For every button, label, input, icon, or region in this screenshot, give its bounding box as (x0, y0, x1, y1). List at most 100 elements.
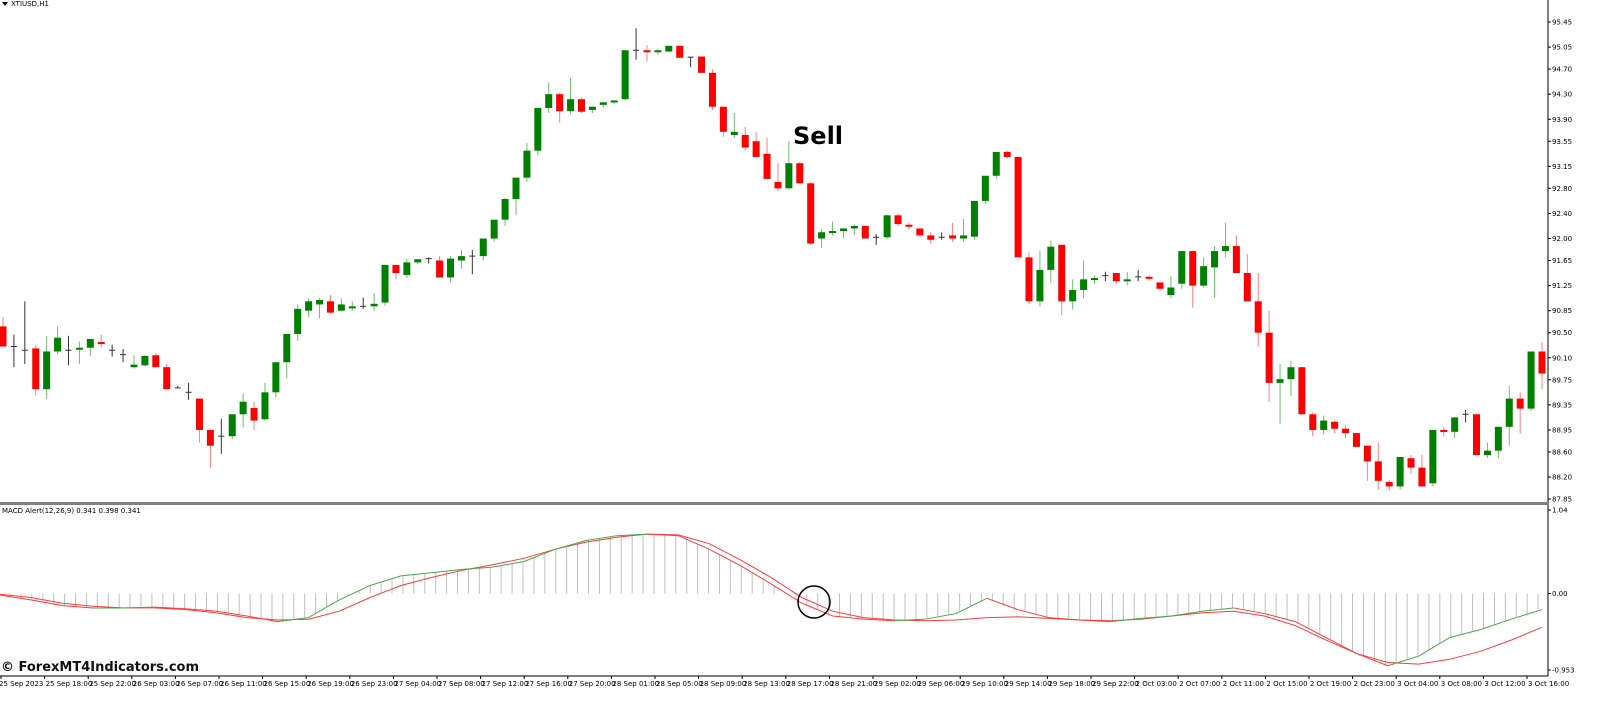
candle (512, 177, 520, 216)
price-chart-area[interactable] (0, 0, 1549, 676)
candle (1320, 415, 1328, 435)
candle (163, 364, 171, 390)
candle (283, 333, 291, 379)
candle (141, 355, 149, 366)
candle (850, 224, 858, 235)
candle (86, 338, 94, 356)
candle (1047, 240, 1055, 284)
candle (730, 113, 738, 139)
candle (305, 298, 313, 317)
macd-subwindow[interactable]: 1.04 0.00 -0.953 (0, 507, 1575, 675)
candle (588, 106, 596, 114)
time-tick-label: 3 Oct 12:00 (1484, 680, 1525, 688)
time-tick-label: 28 Sep 09:00 (700, 680, 747, 688)
candle (261, 382, 269, 421)
time-tick-label: 25 Sep 18:00 (46, 680, 93, 688)
candle (195, 398, 203, 443)
candle (457, 249, 465, 269)
time-tick-label: 29 Sep 18:00 (1048, 680, 1095, 688)
candle (130, 355, 138, 369)
candle (807, 182, 815, 245)
candle (250, 401, 258, 430)
price-tick-label: 90.50 (1552, 329, 1572, 337)
candle (1483, 442, 1491, 459)
candle (1352, 433, 1360, 447)
candle (687, 56, 694, 68)
price-tick-label: 92.00 (1552, 235, 1572, 243)
price-tick-label: 91.65 (1552, 257, 1572, 265)
time-tick-label: 29 Sep 10:00 (961, 680, 1008, 688)
candle (1363, 445, 1371, 481)
candle (381, 264, 389, 306)
candle (708, 69, 716, 110)
candle (1287, 360, 1295, 397)
triangle-down-icon[interactable] (2, 2, 8, 6)
candle (1374, 442, 1382, 490)
price-tick-label: 89.75 (1552, 376, 1572, 384)
candle (916, 228, 924, 237)
candle (1276, 364, 1284, 424)
candle (392, 264, 400, 280)
candle (469, 249, 476, 275)
time-tick-label: 28 Sep 01:00 (612, 680, 659, 688)
candle (1200, 257, 1208, 288)
time-tick-label: 2 Oct 23:00 (1354, 680, 1395, 688)
indicator-label: MACD Alert(12,26,9) 0.341 0.398 0.341 (2, 507, 141, 515)
candle (1025, 252, 1033, 305)
candle (1178, 251, 1186, 289)
candle (774, 163, 782, 192)
candle (1003, 150, 1011, 159)
candle (633, 28, 640, 60)
candle (403, 258, 411, 279)
candle (337, 298, 345, 311)
price-tick-label: 93.15 (1552, 163, 1572, 171)
crossover-circle-marker (797, 585, 831, 619)
candle (414, 259, 422, 265)
candle (719, 106, 727, 137)
candle (43, 335, 51, 399)
time-tick-label: 28 Sep 17:00 (787, 680, 834, 688)
candle (927, 232, 935, 244)
candle (54, 326, 62, 355)
candle (348, 301, 356, 311)
price-tick-label: 91.25 (1552, 282, 1572, 290)
price-tick-label: 94.70 (1552, 66, 1572, 74)
candle (1112, 273, 1120, 284)
time-tick-label: 2 Oct 07:00 (1179, 680, 1220, 688)
candle (523, 143, 531, 183)
candle (1090, 275, 1098, 284)
candle (1462, 409, 1469, 423)
candle (75, 341, 83, 365)
subwindow-separator[interactable] (0, 502, 1548, 505)
price-tick-label: 94.30 (1552, 91, 1572, 99)
candle (970, 200, 978, 240)
candle (698, 56, 706, 73)
candle (1342, 424, 1350, 439)
candle (992, 151, 1000, 179)
time-tick-label: 25 Sep 2023 (0, 680, 43, 688)
candle (1298, 367, 1306, 415)
candle (1211, 246, 1219, 299)
candle (1036, 251, 1044, 307)
time-tick-label: 27 Sep 16:00 (525, 680, 572, 688)
candle (960, 219, 968, 242)
time-tick-label: 26 Sep 03:00 (133, 680, 180, 688)
candle (479, 238, 487, 261)
candle (676, 45, 684, 58)
candle (785, 141, 793, 190)
time-tick-label: 26 Sep 23:00 (351, 680, 398, 688)
candle (174, 386, 181, 389)
symbol-title[interactable]: XTIUSD,H1 (2, 0, 49, 8)
candle (436, 256, 444, 278)
macd-main-line (0, 533, 1543, 667)
price-tick-label: 87.85 (1552, 496, 1572, 504)
candle (796, 161, 804, 184)
macd-histogram (9, 534, 1539, 665)
candle (665, 45, 673, 53)
candle (65, 335, 72, 366)
candle (1396, 456, 1404, 490)
price-axis[interactable]: 95.45 95.05 94.70 94.30 93.90 93.55 93.15 92.80… (1548, 19, 1572, 504)
